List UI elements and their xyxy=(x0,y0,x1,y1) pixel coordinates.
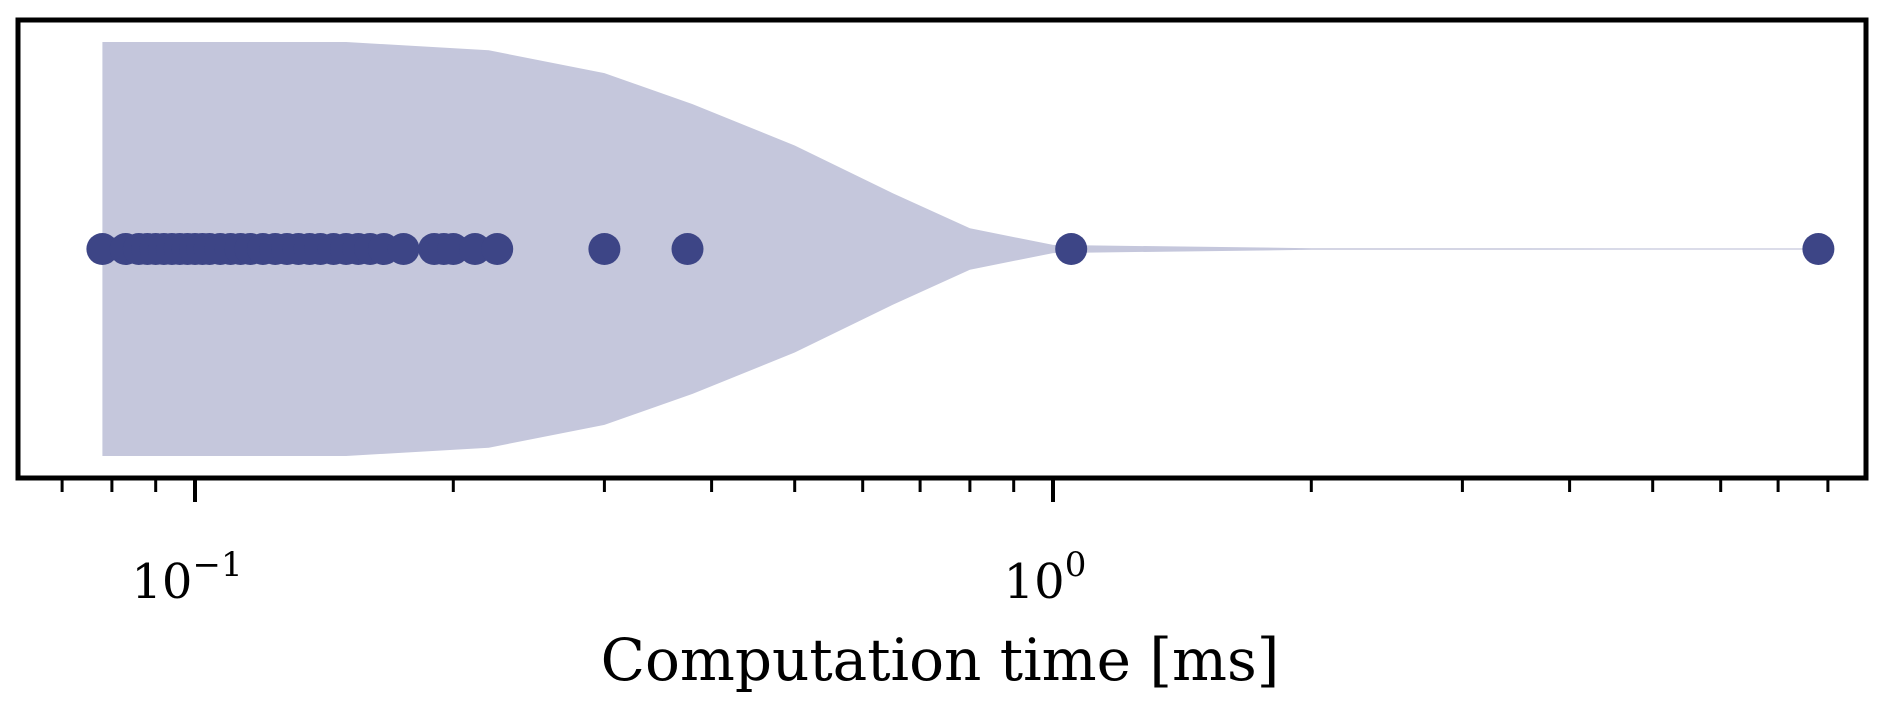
axes-frame xyxy=(15,17,1869,481)
data-point xyxy=(459,233,491,265)
data-point xyxy=(1055,233,1088,265)
data-point xyxy=(1802,233,1835,265)
data-point xyxy=(671,233,704,265)
x-tick-label-1: 100 xyxy=(1004,545,1087,610)
x-axis-tick-labels: 10−1 100 xyxy=(131,545,1086,610)
x-axis-ticks xyxy=(60,480,1830,502)
plot-area xyxy=(86,42,1835,456)
data-point xyxy=(588,233,621,265)
data-point xyxy=(387,233,420,265)
data-point xyxy=(481,233,514,265)
x-axis-label: Computation time [ms] xyxy=(601,626,1280,694)
violin-body xyxy=(102,42,1819,456)
data-point xyxy=(86,233,119,265)
x-tick-label-0: 10−1 xyxy=(131,545,242,610)
